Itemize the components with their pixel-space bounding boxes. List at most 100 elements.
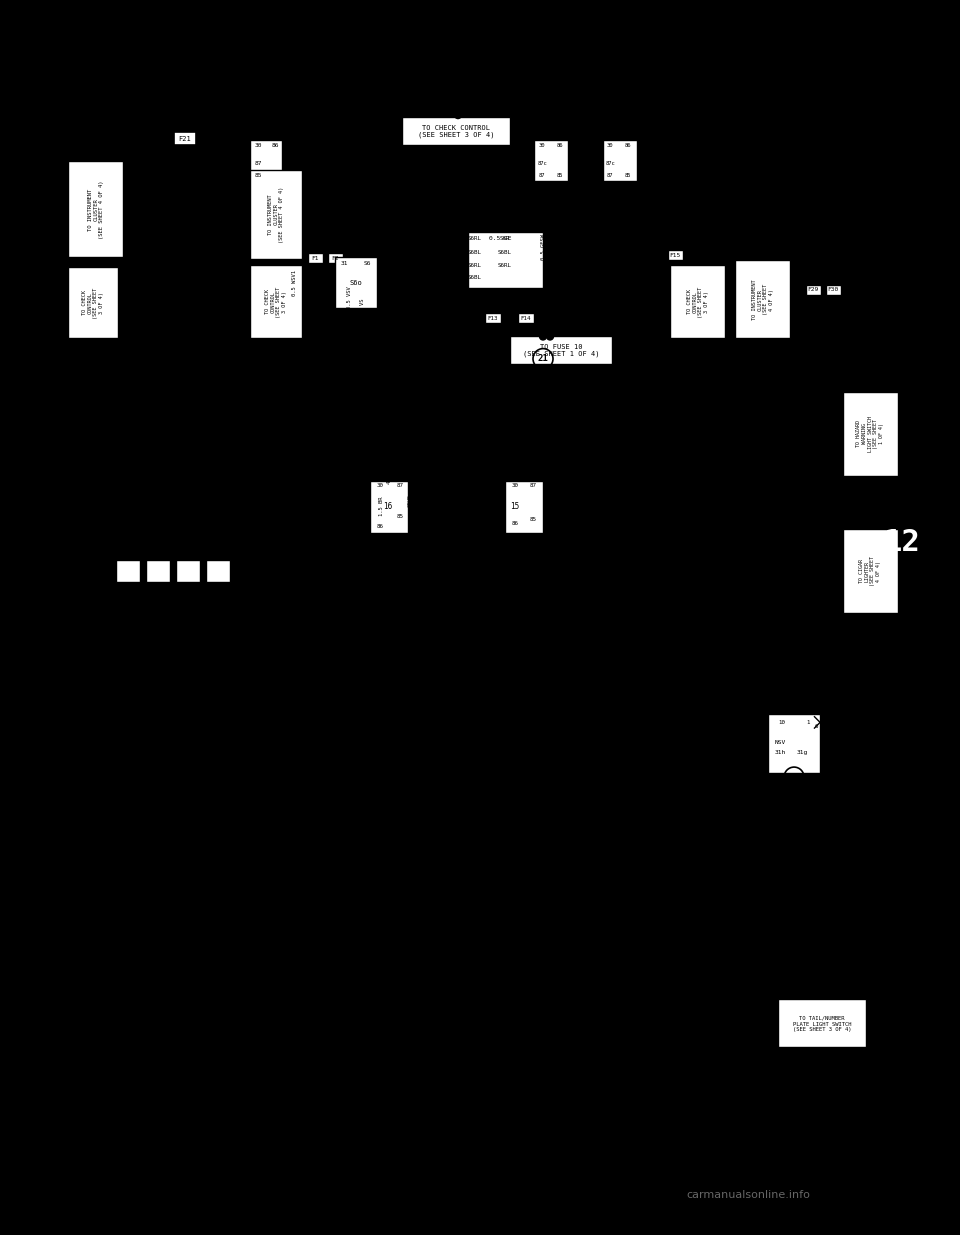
- Text: S6RL: S6RL: [468, 236, 482, 241]
- Text: 30: 30: [254, 143, 262, 148]
- Text: BN: BN: [221, 378, 226, 384]
- Text: 1: 1: [153, 374, 157, 384]
- Text: 0.5 RT: 0.5 RT: [140, 180, 145, 201]
- Text: S6: S6: [363, 261, 371, 266]
- Text: 87: 87: [396, 483, 403, 488]
- Text: 86: 86: [272, 143, 278, 148]
- Text: 0.5 GR: 0.5 GR: [882, 258, 888, 277]
- Text: 1: 1: [806, 720, 810, 725]
- Text: BRVI: BRVI: [159, 424, 164, 436]
- Text: GEVS: GEVS: [407, 494, 413, 508]
- Text: RTGN: RTGN: [157, 273, 162, 287]
- Text: Typical headlights/foglights and interior lights (2 of 4): Typical headlights/foglights and interio…: [242, 1179, 698, 1193]
- Text: S6RL: S6RL: [498, 263, 512, 268]
- Text: 1.0 GEVS: 1.0 GEVS: [502, 577, 508, 604]
- Text: BRVI: BRVI: [200, 424, 204, 436]
- Circle shape: [381, 111, 389, 119]
- Text: 18: 18: [379, 205, 391, 214]
- Text: NSV: NSV: [775, 740, 785, 745]
- Text: TO HAZARD
WARNING
LIGHT SWITCH
(SEE SHEET
1 OF 4): TO HAZARD WARNING LIGHT SWITCH (SEE SHEE…: [856, 416, 884, 452]
- Text: 2   INTERIOR LIGHT RIGHT: 2 INTERIOR LIGHT RIGHT: [68, 705, 173, 710]
- Text: W1: W1: [885, 101, 897, 112]
- Text: BN: BN: [516, 304, 520, 311]
- Text: F21: F21: [179, 136, 191, 142]
- Text: 87c: 87c: [538, 162, 547, 167]
- Circle shape: [777, 111, 783, 119]
- Bar: [250, 170, 302, 259]
- Text: 19  DOOR CONTACT FRONT LEFT: 19 DOOR CONTACT FRONT LEFT: [302, 748, 420, 755]
- Bar: [250, 266, 302, 338]
- Text: BRVI: BRVI: [205, 372, 210, 387]
- Text: 0.5 GRBL: 0.5 GRBL: [748, 579, 753, 605]
- Circle shape: [540, 333, 546, 340]
- Text: GEVS: GEVS: [420, 585, 424, 599]
- Text: 87: 87: [530, 483, 537, 488]
- Text: BRVI: BRVI: [187, 372, 192, 387]
- Circle shape: [614, 111, 621, 119]
- Text: 3: 3: [252, 390, 257, 399]
- Text: 10  HIGH BEAM RELAY: 10 HIGH BEAM RELAY: [68, 823, 151, 829]
- Text: TO CHECK CONTROL
(SEE SHEET 3 OF 4): TO CHECK CONTROL (SEE SHEET 3 OF 4): [418, 125, 494, 138]
- Text: 1.0 VSV: 1.0 VSV: [372, 226, 377, 248]
- Bar: [826, 284, 841, 295]
- Text: 20: 20: [183, 593, 193, 601]
- Text: S6BL: S6BL: [468, 275, 482, 280]
- Text: 19: 19: [154, 593, 162, 601]
- Text: BN: BN: [497, 304, 502, 311]
- Bar: [778, 999, 866, 1047]
- Text: 18  HEADLIGHT DIMMER SWITCH: 18 HEADLIGHT DIMMER SWITCH: [302, 734, 420, 740]
- Text: 13  MAIN LIGHT BULB TESTER: 13 MAIN LIGHT BULB TESTER: [68, 867, 181, 873]
- Bar: [402, 117, 510, 146]
- Text: 25: 25: [123, 593, 132, 601]
- Text: 15  DIM-DIP RELAY 2: 15 DIM-DIP RELAY 2: [302, 690, 385, 695]
- Text: 1.0 BR: 1.0 BR: [425, 401, 430, 421]
- Text: 1.0 WSV: 1.0 WSV: [318, 282, 323, 304]
- Text: 0.5 GESW: 0.5 GESW: [540, 235, 545, 261]
- Bar: [116, 559, 140, 582]
- Text: W1: W1: [65, 101, 77, 112]
- Text: 1.0 GEVI: 1.0 GEVI: [778, 351, 782, 377]
- Text: 1.0 GEWS: 1.0 GEWS: [522, 699, 527, 725]
- Text: GEBL: GEBL: [667, 584, 673, 597]
- Text: 30: 30: [512, 483, 518, 488]
- Text: 15u: 15u: [193, 93, 207, 101]
- Text: 85: 85: [530, 516, 537, 521]
- Text: 14  DIM-DIP RELAY 1: 14 DIM-DIP RELAY 1: [68, 882, 151, 888]
- Bar: [68, 267, 118, 338]
- Bar: [510, 336, 612, 364]
- Text: 8   FOGLIGHT FRONT RIGHT: 8 FOGLIGHT FRONT RIGHT: [68, 793, 173, 799]
- Text: 30: 30: [607, 143, 613, 148]
- Bar: [68, 161, 123, 257]
- Text: 85: 85: [557, 173, 564, 178]
- Text: 1.0 BR: 1.0 BR: [404, 395, 410, 414]
- Bar: [843, 530, 898, 613]
- Text: 15: 15: [511, 501, 519, 510]
- Text: 23: 23: [383, 464, 394, 473]
- Bar: [308, 253, 323, 263]
- Circle shape: [181, 111, 188, 119]
- Text: 1.0 GEVS: 1.0 GEVS: [427, 488, 433, 514]
- Text: 3   HIGH BEAM LEFT: 3 HIGH BEAM LEFT: [68, 719, 147, 725]
- Text: 24: 24: [789, 773, 800, 782]
- Text: 0.5 BRNS: 0.5 BRNS: [765, 584, 771, 610]
- Bar: [146, 559, 170, 582]
- Text: 1.5 BR: 1.5 BR: [708, 578, 712, 597]
- Text: 11: 11: [544, 131, 556, 140]
- Text: 1.0 BR: 1.0 BR: [687, 794, 692, 814]
- Text: BRVI: BRVI: [215, 424, 221, 436]
- Text: TO CHECK
CONTROL
(SEE SHEET
3 OF 4): TO CHECK CONTROL (SEE SHEET 3 OF 4): [82, 288, 104, 319]
- Text: 1.5 BR: 1.5 BR: [379, 496, 385, 516]
- Text: (IGNITION ON): (IGNITION ON): [173, 100, 228, 107]
- Text: 16  DIM-DIP RESISTOR 1: 16 DIM-DIP RESISTOR 1: [302, 705, 398, 710]
- Text: 0.5 GRAT: 0.5 GRAT: [800, 803, 826, 808]
- Text: 0.5 GRBL: 0.5 GRBL: [765, 384, 771, 410]
- Text: TO FUSE 10
(SEE SHEET 1 OF 4): TO FUSE 10 (SEE SHEET 1 OF 4): [523, 343, 599, 357]
- Circle shape: [697, 111, 704, 119]
- Text: 6: 6: [814, 724, 818, 729]
- Text: 5: 5: [552, 776, 558, 784]
- Text: 1.0 BR: 1.0 BR: [751, 388, 756, 408]
- Bar: [768, 714, 820, 773]
- Text: GRVI: GRVI: [703, 390, 708, 404]
- Text: 1.5 BR: 1.5 BR: [399, 583, 404, 603]
- Text: 0.5 GEON: 0.5 GEON: [483, 577, 488, 604]
